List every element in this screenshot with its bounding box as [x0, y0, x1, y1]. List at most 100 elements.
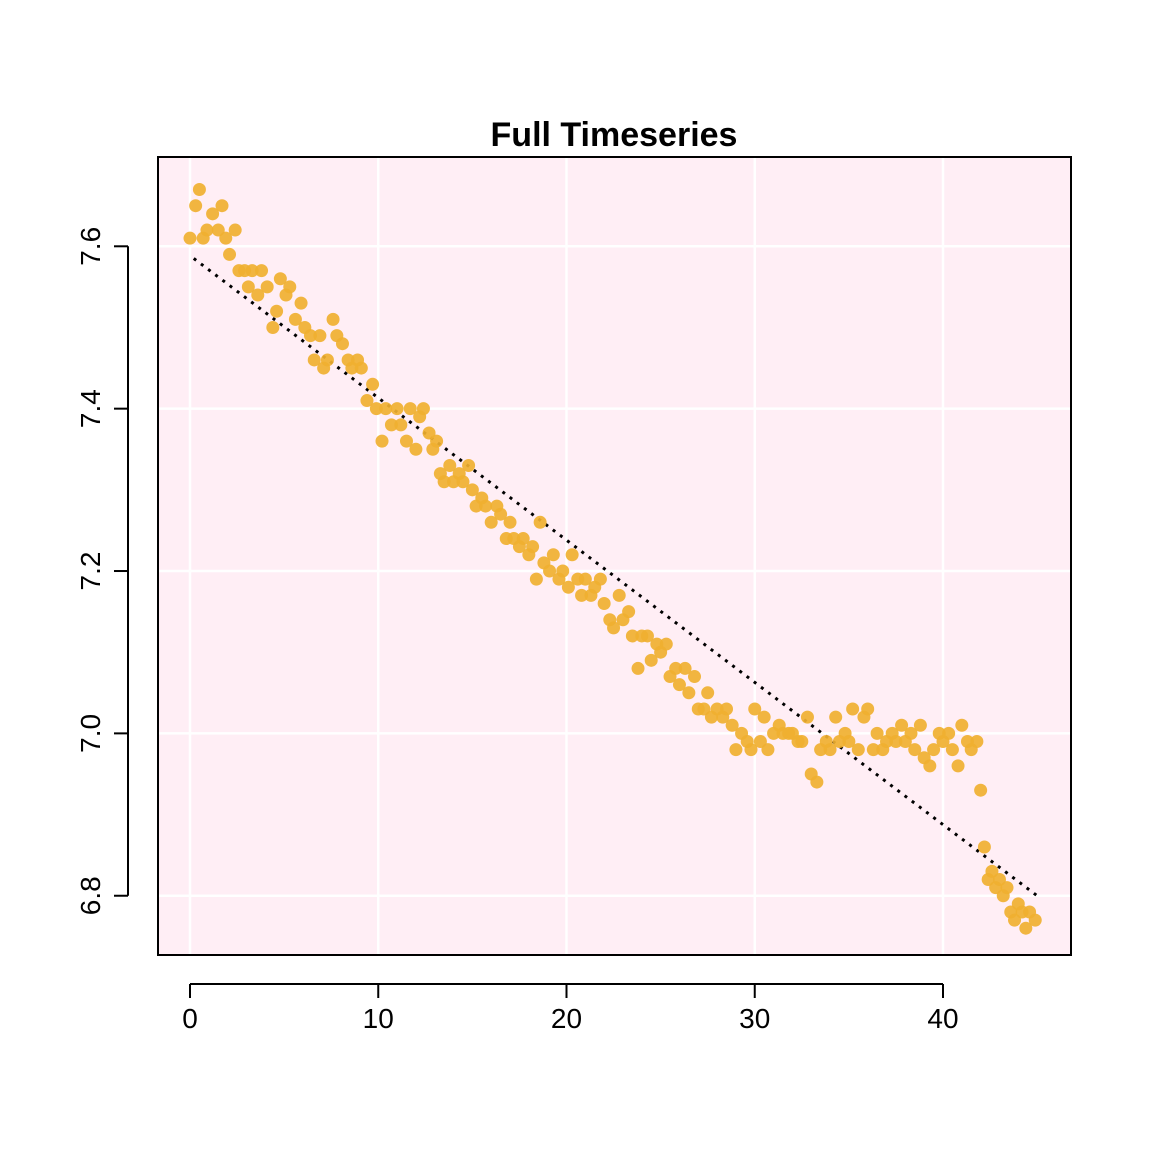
y-tick-label-3: 7.4: [75, 389, 106, 428]
data-points: [183, 182, 1042, 935]
data-point-144: [851, 743, 865, 757]
data-point-16: [255, 264, 269, 278]
data-point-170: [974, 783, 988, 797]
data-point-107: [678, 661, 692, 675]
data-point-48: [409, 442, 423, 456]
data-point-17: [260, 280, 274, 294]
data-point-160: [927, 743, 941, 757]
data-point-81: [556, 564, 570, 578]
data-point-65: [484, 515, 498, 529]
data-point-159: [923, 759, 937, 773]
data-point-166: [955, 718, 969, 732]
data-point-152: [889, 734, 903, 748]
data-point-95: [622, 605, 636, 619]
data-point-50: [416, 402, 430, 416]
data-point-124: [757, 710, 771, 724]
y-tick-label-0: 6.8: [75, 876, 106, 915]
data-point-5: [206, 207, 220, 221]
data-point-169: [970, 734, 984, 748]
data-point-86: [578, 572, 592, 586]
data-point-184: [1028, 913, 1042, 927]
data-point-41: [375, 434, 389, 448]
data-point-4: [200, 223, 214, 237]
data-point-147: [866, 743, 880, 757]
data-point-75: [529, 572, 543, 586]
data-point-99: [640, 629, 654, 643]
data-point-19: [270, 304, 284, 318]
plot-background: [158, 157, 1071, 955]
data-point-79: [546, 548, 560, 562]
data-point-108: [682, 686, 696, 700]
data-point-138: [823, 743, 837, 757]
data-point-163: [942, 726, 956, 740]
data-point-27: [307, 353, 321, 367]
y-tick-label-4: 7.6: [75, 227, 106, 266]
data-point-90: [597, 596, 611, 610]
data-point-118: [729, 743, 743, 757]
data-point-117: [725, 718, 739, 732]
data-point-105: [669, 661, 683, 675]
data-point-15: [251, 288, 265, 302]
data-point-133: [800, 710, 814, 724]
data-point-164: [945, 743, 959, 757]
data-point-155: [904, 726, 918, 740]
data-point-177: [1000, 881, 1014, 895]
data-point-24: [294, 296, 308, 310]
data-point-60: [462, 458, 476, 472]
data-point-56: [443, 458, 457, 472]
data-point-61: [465, 483, 479, 497]
data-point-116: [720, 702, 734, 716]
data-point-103: [659, 637, 673, 651]
data-point-33: [335, 337, 349, 351]
data-point-20: [273, 272, 287, 286]
data-point-45: [394, 418, 408, 432]
data-point-89: [593, 572, 607, 586]
data-point-182: [1019, 921, 1033, 935]
data-point-82: [561, 580, 575, 594]
data-point-1: [189, 199, 203, 213]
data-point-72: [516, 532, 530, 546]
y-tick-label-1: 7.0: [75, 714, 106, 753]
data-point-74: [526, 540, 540, 554]
data-point-23: [288, 312, 302, 326]
data-point-22: [283, 280, 297, 294]
data-point-83: [565, 548, 579, 562]
data-point-148: [870, 726, 884, 740]
data-point-135: [810, 775, 824, 789]
data-point-132: [795, 734, 809, 748]
data-point-43: [384, 418, 398, 432]
data-point-139: [829, 710, 843, 724]
data-point-39: [366, 377, 380, 391]
data-point-165: [951, 759, 965, 773]
chart-title: Full Timeseries: [491, 116, 738, 154]
x-tick-label-1: 10: [363, 1003, 394, 1034]
data-point-28: [313, 329, 327, 343]
data-point-106: [672, 678, 686, 692]
data-point-53: [430, 434, 444, 448]
data-point-69: [503, 515, 517, 529]
data-point-125: [761, 743, 775, 757]
data-point-153: [895, 718, 909, 732]
data-point-8: [219, 231, 233, 245]
plot-frame: [157, 156, 1072, 956]
data-point-0: [183, 231, 197, 245]
x-tick-label-4: 40: [927, 1003, 958, 1034]
data-point-76: [533, 515, 547, 529]
data-point-146: [861, 702, 875, 716]
data-point-18: [266, 320, 280, 334]
data-point-142: [842, 734, 856, 748]
data-point-85: [575, 588, 589, 602]
data-point-100: [644, 653, 658, 667]
data-point-7: [215, 199, 229, 213]
data-point-109: [688, 670, 702, 684]
x-tick-label-0: 0: [182, 1003, 198, 1034]
data-point-44: [390, 402, 404, 416]
data-point-78: [543, 564, 557, 578]
data-point-122: [748, 702, 762, 716]
data-point-55: [437, 475, 451, 489]
data-point-14: [245, 264, 259, 278]
y-tick-label-2: 7.2: [75, 552, 106, 591]
data-point-30: [320, 353, 334, 367]
data-point-97: [631, 661, 645, 675]
